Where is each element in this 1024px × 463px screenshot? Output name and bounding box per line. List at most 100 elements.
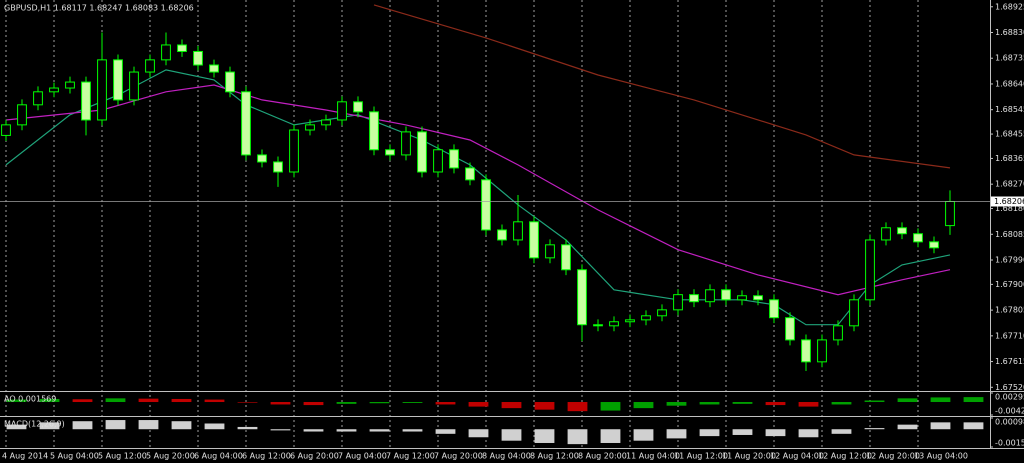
candle-body (545, 244, 555, 259)
indicator-bar (831, 429, 852, 434)
x-tick-label: 5 Aug 04:00 (50, 452, 99, 461)
indicator-bar (864, 428, 885, 430)
candle-body (289, 129, 299, 173)
indicator-bar (831, 402, 852, 405)
x-tick-label: 5 Aug 12:00 (98, 452, 147, 461)
indicator-bar (468, 402, 489, 407)
candle-body (305, 124, 315, 131)
indicator-bar (897, 424, 918, 430)
indicator-bar (435, 429, 456, 434)
y-tick-label: 1.68640 (995, 79, 1024, 88)
indicator-bar (39, 398, 60, 403)
y-tick-label: 1.68365 (995, 154, 1024, 163)
indicator-bar (72, 421, 93, 430)
candle-body (33, 91, 43, 106)
x-tick-label: 6 Aug 20:00 (290, 452, 339, 461)
candle-body (481, 179, 491, 231)
candle-body (337, 101, 347, 121)
candle-body (417, 131, 427, 173)
indicator-bar (270, 402, 291, 405)
indicator-bar (270, 429, 291, 431)
indicator-bar (765, 402, 786, 406)
candle-body (689, 294, 699, 303)
x-tick-label: 12 Aug 04:00 (770, 452, 824, 461)
candle-body (145, 59, 155, 73)
indicator-bar (567, 429, 588, 445)
indicator-bar (204, 399, 225, 403)
y-tick-label: 1.67805 (995, 306, 1024, 315)
candle-body (625, 319, 635, 323)
candle-body (849, 299, 859, 327)
candle-body (865, 239, 875, 301)
indicator-bar (171, 421, 192, 430)
x-tick-label: 11 Aug 12:00 (674, 452, 728, 461)
indicator-bar (963, 422, 984, 430)
candle-body (97, 59, 107, 121)
y-tick-label: -0.00155 (995, 439, 1024, 448)
x-tick-label: 6 Aug 12:00 (242, 452, 291, 461)
candle-body (817, 339, 827, 363)
candle-body (721, 289, 731, 301)
candle-body (321, 119, 331, 126)
candle-body (641, 315, 651, 321)
x-tick-label: 7 Aug 04:00 (338, 452, 387, 461)
indicator-bar (369, 429, 390, 432)
y-tick-label: 1.67900 (995, 280, 1024, 289)
candle-body (369, 111, 379, 151)
x-tick-label: 4 Aug 2014 (2, 452, 48, 461)
indicator-title: MACD(12,26,9) (4, 420, 65, 429)
candle-body (833, 325, 843, 341)
indicator-bar (402, 429, 423, 432)
x-tick-label: 12 Aug 12:00 (818, 452, 872, 461)
y-tick-label: 1.68830 (995, 28, 1024, 37)
moving-average (373, 4, 951, 169)
candle-body (65, 81, 75, 89)
candle-body (673, 294, 683, 311)
indicator-bar (633, 402, 654, 409)
candle-body (593, 324, 603, 327)
indicator-bar (930, 397, 951, 403)
candle-body (113, 59, 123, 101)
indicator-bar (699, 402, 720, 405)
indicator-bar (138, 420, 159, 430)
candle-body (577, 269, 587, 326)
indicator-bar (567, 402, 588, 412)
indicator-bar (468, 429, 489, 438)
x-tick-label: 7 Aug 12:00 (386, 452, 435, 461)
indicator-bar (666, 402, 687, 406)
y-tick-label: 1.68545 (995, 105, 1024, 114)
x-tick-label: 5 Aug 20:00 (146, 452, 195, 461)
candle-body (241, 91, 251, 156)
indicator-bar (369, 402, 390, 404)
indicator-bar (72, 399, 93, 403)
candle-body (401, 131, 411, 156)
indicator-bar (633, 429, 654, 441)
candle-body (769, 299, 779, 319)
candle-body (129, 71, 139, 101)
indicator-bar (534, 402, 555, 410)
candle-body (433, 149, 443, 173)
x-tick-label: 8 Aug 20:00 (578, 452, 627, 461)
indicator-bar (303, 429, 324, 432)
indicator-bar (336, 402, 357, 404)
candle-body (385, 149, 395, 156)
indicator-bar (402, 402, 423, 403)
indicator-bar (336, 429, 357, 432)
x-tick-label: 12 Aug 20:00 (866, 452, 920, 461)
indicator-bar (6, 399, 27, 403)
price-box (991, 196, 1024, 207)
candle-body (929, 241, 939, 249)
y-tick-label: 1.67990 (995, 256, 1024, 265)
candle-body (81, 81, 91, 121)
y-tick-label: 1.68735 (995, 54, 1024, 63)
indicator-bar (6, 424, 27, 430)
candle-body (177, 44, 187, 52)
candle-body (225, 71, 235, 93)
indicator-bar (105, 398, 126, 403)
x-tick-label: 13 Aug 04:00 (914, 452, 968, 461)
candle-body (1, 124, 11, 136)
y-tick-label: 1.68455 (995, 130, 1024, 139)
indicator-bar (600, 429, 621, 443)
